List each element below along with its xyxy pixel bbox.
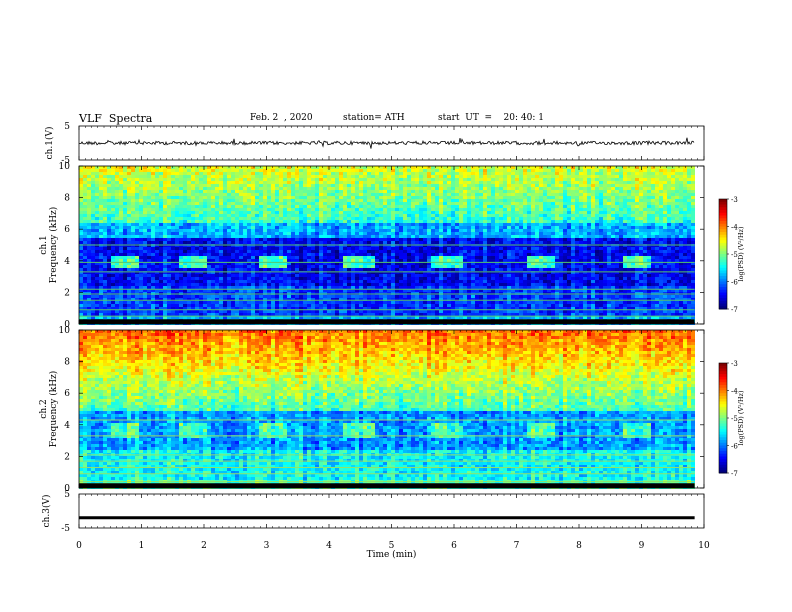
spectrogram-1-ytick-label: 10 (59, 162, 71, 172)
spectrogram-2-ylabel: Frequency (kHz) (48, 371, 59, 448)
spectrogram-2-ytick-label: 6 (64, 389, 70, 399)
xtick-label-4: 4 (326, 541, 332, 551)
xtick-label-0: 0 (76, 541, 82, 551)
spectrogram-1-ytick-label: 4 (64, 257, 70, 267)
spectrogram-2-ytick-label: 2 (64, 452, 70, 462)
ch3-ytick-label: -5 (61, 524, 70, 534)
spectrogram-2-ytick-label: 0 (64, 484, 70, 494)
spectrogram-2-ytick-label: 10 (59, 326, 71, 336)
xtick-label-5: 5 (389, 541, 395, 551)
ch3-ylabel: ch.3(V) (41, 495, 52, 528)
xaxis-label: Time (min) (367, 549, 417, 560)
spectrogram-1-ylabel: Frequency (kHz) (48, 207, 59, 284)
ch1-ytick-label: -5 (61, 156, 70, 166)
xtick-label-3: 3 (264, 541, 270, 551)
spectrogram-2-band-base (79, 483, 695, 488)
spectrogram-1-ytick-label: 8 (64, 194, 70, 204)
xtick-label-8: 8 (576, 541, 582, 551)
spectrogram-2-colorbar-tick-label: -4 (731, 388, 738, 396)
spectrogram-1-channel-label: ch.1 (39, 235, 49, 254)
start-time-label: start UT = 20: 40: 1 (438, 113, 544, 123)
spectrogram-1-colorbar-tick-label: -6 (731, 279, 738, 287)
date-label: Feb. 2 , 2020 (250, 113, 313, 123)
ch1-ytick-label: 5 (64, 122, 70, 132)
ch3-waveform-frame (78, 493, 705, 529)
spectrogram-2-colorbar-tick-label: -7 (731, 470, 738, 478)
plot-title: VLF Spectra (79, 112, 153, 125)
xtick-label-1: 1 (139, 541, 145, 551)
spectrogram-2-colorbar-tick-label: -5 (731, 415, 738, 423)
spectrogram-1-colorbar-tick-label: -5 (731, 251, 738, 259)
xtick-label-10: 10 (698, 541, 710, 551)
xtick-label-7: 7 (514, 541, 520, 551)
spectrogram-1-colorbar-label: log(PSD) (V²/Hz) (737, 226, 745, 281)
spectrogram-1-band-base (79, 319, 695, 324)
ch1-waveform-line (79, 137, 695, 149)
spectrogram-2-colorbar (719, 363, 727, 474)
spectrogram-2-colorbar-label: log(PSD) (V²/Hz) (737, 390, 745, 445)
spectrogram-2-ytick-label: 8 (64, 358, 70, 368)
spectrogram-2-colorbar-tick-label: -3 (731, 360, 738, 368)
spectrogram-1-colorbar (719, 199, 727, 310)
ch3-ytick-label: 5 (64, 490, 70, 500)
xtick-label-6: 6 (451, 541, 457, 551)
spectrogram-1-colorbar-tick-label: -3 (731, 196, 738, 204)
xtick-label-2: 2 (201, 541, 207, 551)
spectrogram-1-ytick-label: 0 (64, 320, 70, 330)
xtick-label-9: 9 (639, 541, 645, 551)
station-label: station= ATH (343, 113, 405, 123)
ch1-ylabel: ch.1(V) (44, 127, 55, 160)
spectrogram-2 (79, 330, 695, 489)
spectrogram-1-colorbar-tick-label: -7 (731, 306, 738, 314)
spectrogram-1-ytick-label: 2 (64, 288, 70, 298)
spectrogram-1 (79, 166, 695, 325)
spectrogram-2-ytick-label: 4 (64, 421, 70, 431)
spectrogram-2-channel-label: ch.2 (39, 399, 49, 418)
spectrogram-2-colorbar-tick-label: -6 (731, 443, 738, 451)
spectrogram-1-colorbar-tick-label: -4 (731, 224, 738, 232)
spectrogram-1-ytick-label: 6 (64, 225, 70, 235)
